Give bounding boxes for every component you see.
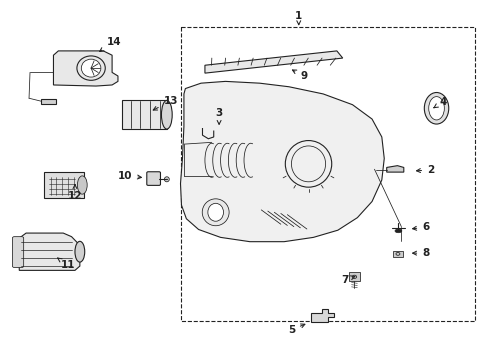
Text: 9: 9: [293, 70, 307, 81]
Ellipse shape: [77, 176, 87, 194]
FancyBboxPatch shape: [12, 237, 24, 267]
Polygon shape: [387, 166, 404, 172]
Polygon shape: [205, 51, 343, 73]
Ellipse shape: [75, 241, 85, 262]
Text: 11: 11: [58, 258, 75, 270]
Polygon shape: [53, 51, 118, 86]
Ellipse shape: [164, 177, 169, 182]
FancyBboxPatch shape: [44, 172, 84, 198]
FancyBboxPatch shape: [348, 272, 360, 282]
Ellipse shape: [208, 203, 223, 221]
Ellipse shape: [429, 96, 444, 120]
Text: 1: 1: [295, 11, 302, 24]
Text: 8: 8: [413, 248, 429, 258]
Text: 13: 13: [153, 96, 178, 110]
Ellipse shape: [202, 199, 229, 226]
Text: 7: 7: [342, 275, 355, 285]
Ellipse shape: [81, 59, 101, 77]
Text: 6: 6: [413, 222, 429, 232]
Polygon shape: [41, 99, 56, 104]
Ellipse shape: [424, 93, 449, 124]
FancyBboxPatch shape: [122, 100, 167, 129]
Text: 10: 10: [118, 171, 142, 181]
Text: 2: 2: [416, 165, 434, 175]
Ellipse shape: [395, 229, 402, 233]
Text: 4: 4: [434, 97, 446, 108]
Ellipse shape: [161, 100, 172, 129]
Polygon shape: [19, 233, 80, 270]
Text: 12: 12: [68, 185, 82, 201]
FancyBboxPatch shape: [393, 251, 403, 257]
Text: 5: 5: [288, 324, 305, 335]
FancyBboxPatch shape: [147, 172, 160, 185]
Text: 3: 3: [216, 108, 223, 124]
Text: 14: 14: [99, 37, 122, 51]
Polygon shape: [311, 309, 334, 322]
Polygon shape: [180, 81, 384, 242]
